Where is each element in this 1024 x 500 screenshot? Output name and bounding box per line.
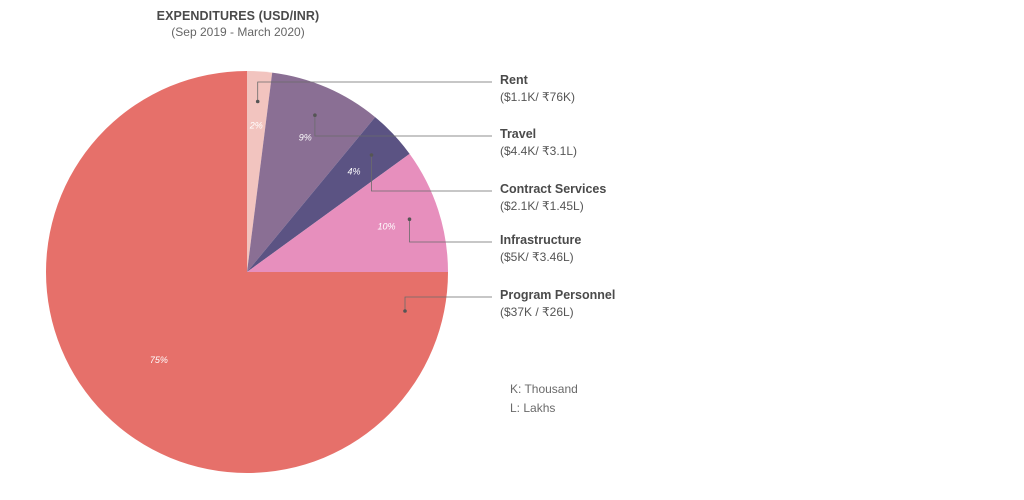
pie-slice-1 [247,72,376,272]
leader-line-3 [409,219,492,243]
leader-line-0 [257,81,492,102]
pie-slice-4 [46,71,448,473]
legend-amount-4: ($37K / ₹26L) [500,305,574,319]
leader-dot-4 [403,309,407,313]
pie-slice-0 [247,70,273,272]
legend-label-3: Infrastructure [500,233,581,247]
leader-line-4 [404,296,492,311]
leader-dot-1 [313,113,317,117]
pie-slice-3 [247,153,448,272]
legend-amount-0: ($1.1K/ ₹76K) [500,90,575,104]
legend-label-4: Program Personnel [500,288,615,302]
leader-dot-0 [255,99,260,104]
legend-amount-2: ($2.1K/ ₹1.45L) [500,199,584,213]
chart-subtitle: (Sep 2019 - March 2020) [171,25,305,39]
pie-percent-label-0: 2% [249,121,263,131]
unit-notes: K: Thousand L: Lakhs [510,380,578,418]
legend-label-0: Rent [500,73,529,87]
chart-title: EXPENDITURES (USD/INR) [156,9,320,23]
leader-dot-2 [369,153,374,157]
leader-line-1 [314,115,492,137]
leader-line-2 [371,155,492,192]
legend-label-2: Contract Services [500,182,606,196]
legend-label-1: Travel [500,127,536,141]
legend-amount-3: ($5K/ ₹3.46L) [500,250,574,264]
pie-percent-label-2: 4% [347,167,360,177]
pie-percent-label-3: 10% [377,222,395,232]
pie-slice-2 [247,117,410,272]
pie-percent-label-4: 75% [150,355,168,365]
legend-amount-1: ($4.4K/ ₹3.1L) [500,144,577,158]
pie-percent-label-1: 9% [299,132,312,142]
leader-dot-3 [407,217,412,221]
note-thousand: K: Thousand [510,382,578,396]
note-lakhs: L: Lakhs [510,401,556,415]
